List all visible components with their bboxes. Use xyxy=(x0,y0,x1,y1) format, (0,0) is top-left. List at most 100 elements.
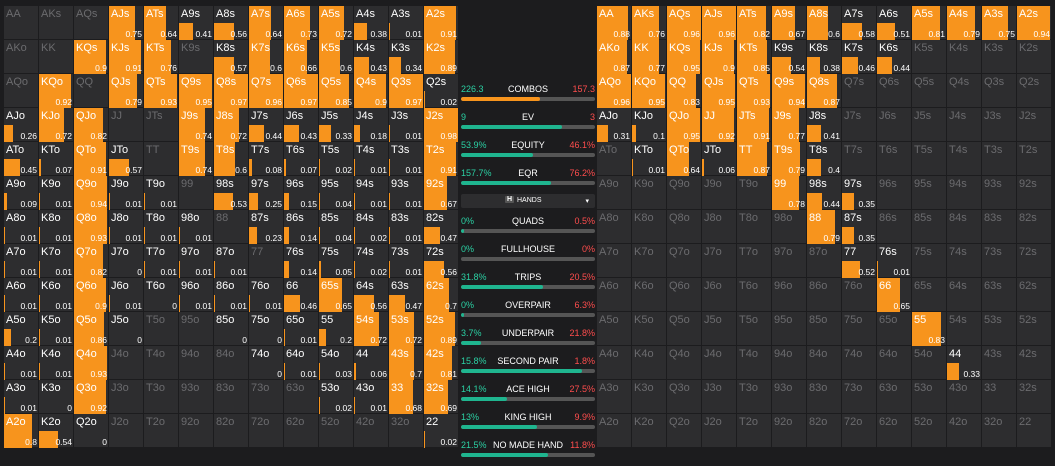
right-hand-cell[interactable]: Q5s xyxy=(912,74,947,108)
left-hand-cell[interactable]: T3o xyxy=(144,380,179,414)
right-hand-cell[interactable]: J2o xyxy=(702,414,737,448)
left-hand-cell[interactable]: AKs xyxy=(39,6,74,40)
left-hand-cell[interactable]: TT xyxy=(144,142,179,176)
left-hand-cell[interactable]: 84o xyxy=(214,346,249,380)
left-hand-cell[interactable]: AKo xyxy=(4,40,39,74)
right-hand-cell[interactable]: K6o xyxy=(632,278,667,312)
left-hand-cell[interactable]: AA xyxy=(4,6,39,40)
right-hand-cell[interactable]: T3s xyxy=(982,142,1017,176)
right-hand-cell[interactable]: 32s xyxy=(1017,380,1052,414)
right-hand-cell[interactable]: 43s xyxy=(982,346,1017,380)
right-hand-cell[interactable]: A9o xyxy=(597,176,632,210)
right-hand-cell[interactable]: J9o xyxy=(702,176,737,210)
right-hand-cell[interactable]: 96o xyxy=(772,278,807,312)
right-hand-cell[interactable]: 82s xyxy=(1017,210,1052,244)
right-hand-cell[interactable]: J6o xyxy=(702,278,737,312)
right-hand-cell[interactable]: 95o xyxy=(772,312,807,346)
right-hand-cell[interactable]: A6o xyxy=(597,278,632,312)
left-hand-cell[interactable]: 82o xyxy=(214,414,249,448)
right-hand-cell[interactable]: J4o xyxy=(702,346,737,380)
right-hand-cell[interactable]: J7o xyxy=(702,244,737,278)
left-hand-cell[interactable]: T2o xyxy=(144,414,179,448)
right-hand-cell[interactable]: T7o xyxy=(737,244,772,278)
right-hand-cell[interactable]: 94o xyxy=(772,346,807,380)
right-hand-cell[interactable]: T7s xyxy=(842,142,877,176)
left-hand-cell[interactable]: 93o xyxy=(179,380,214,414)
right-hand-cell[interactable]: J8o xyxy=(702,210,737,244)
right-hand-cell[interactable]: 96s xyxy=(877,176,912,210)
right-hand-cell[interactable]: 83o xyxy=(807,380,842,414)
right-hand-cell[interactable]: 83s xyxy=(982,210,1017,244)
right-hand-cell[interactable]: J5o xyxy=(702,312,737,346)
right-hand-cell[interactable]: Q5o xyxy=(667,312,702,346)
right-hand-cell[interactable]: 52s xyxy=(1017,312,1052,346)
right-hand-cell[interactable]: 72o xyxy=(842,414,877,448)
right-hand-cell[interactable]: Q6s xyxy=(877,74,912,108)
right-hand-cell[interactable]: Q8o xyxy=(667,210,702,244)
right-hand-cell[interactable]: T8o xyxy=(737,210,772,244)
right-hand-cell[interactable]: 53o xyxy=(912,380,947,414)
right-hand-cell[interactable]: 33 xyxy=(982,380,1017,414)
right-hand-cell[interactable]: T9o xyxy=(737,176,772,210)
